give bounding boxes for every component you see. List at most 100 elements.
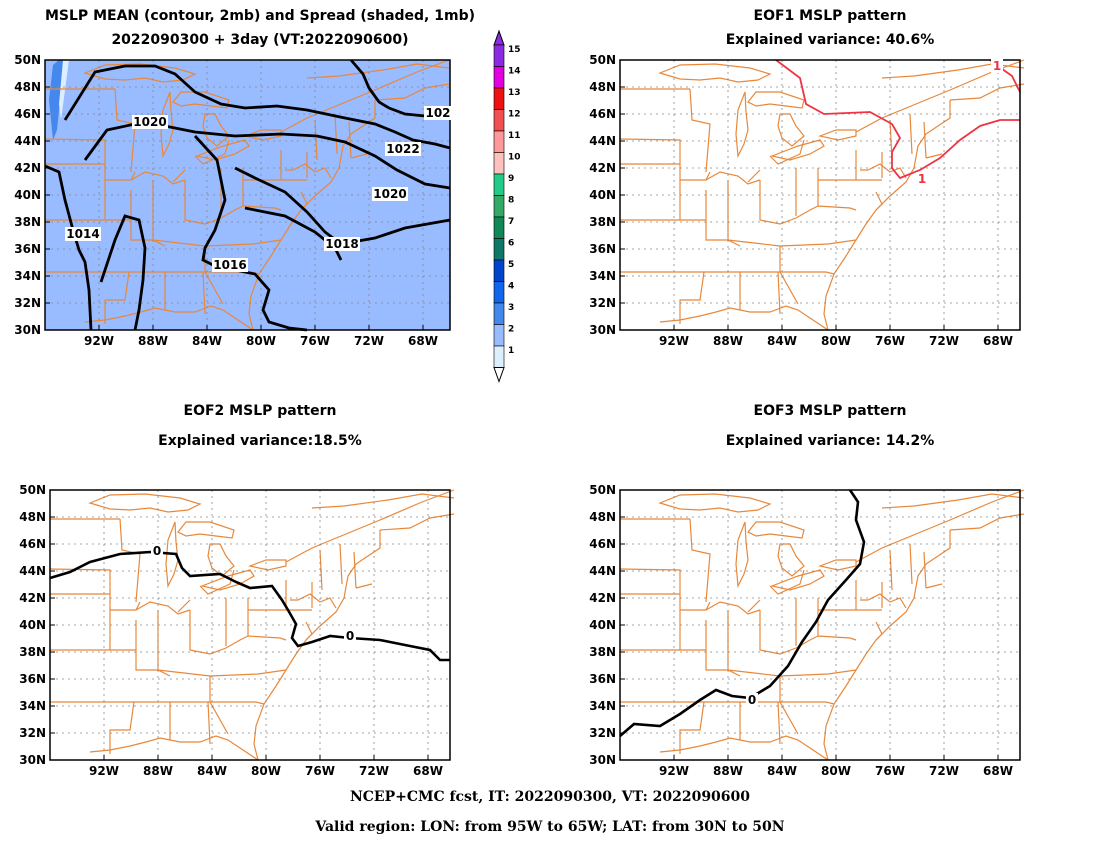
mean-lat-tick-label: 34N <box>14 269 41 283</box>
eof1-lat-tick-label: 36N <box>589 242 616 256</box>
eof1-gridlines <box>619 60 1020 330</box>
eof1-lon-tick-label: 76W <box>875 334 905 348</box>
colorbar-label: 9 <box>508 174 514 184</box>
mean-lon-tick-label: 88W <box>138 334 168 348</box>
colorbar-swatch <box>493 44 505 67</box>
colorbar-swatch <box>493 259 505 282</box>
footer-line2: Valid region: LON: from 95W to 65W; LAT:… <box>315 819 785 835</box>
colorbar-swatch <box>493 195 505 218</box>
mean-lat-tick-label: 36N <box>14 242 41 256</box>
svg-text:1: 1 <box>918 172 926 186</box>
eof1-panel-subtitle: Explained variance: 40.6% <box>725 32 935 48</box>
eof3-contour-label: 0 <box>746 693 758 707</box>
svg-text:0: 0 <box>153 544 161 558</box>
eof1-map-panel <box>619 59 1025 331</box>
eof1-lat-tick-label: 32N <box>589 296 616 310</box>
eof2-panel-subtitle: Explained variance:18.5% <box>158 433 362 449</box>
svg-text:0: 0 <box>748 693 756 707</box>
colorbar-label: 14 <box>508 67 521 77</box>
mean-panel-subtitle: 2022090300 + 3day (VT:2022090600) <box>111 32 409 48</box>
eof2-lon-tick-label: 92W <box>89 764 119 778</box>
colorbar-label: 8 <box>508 196 514 206</box>
colorbar-top-arrow <box>493 29 505 46</box>
eof2-lat-tick-label: 32N <box>19 726 46 740</box>
eof3-lat-tick-label: 36N <box>589 672 616 686</box>
mean-lon-tick-label: 72W <box>354 334 384 348</box>
eof3-lat-tick-label: 32N <box>589 726 616 740</box>
eof1-lat-tick-label: 40N <box>589 188 616 202</box>
eof3-lat-tick-label: 44N <box>589 564 616 578</box>
eof2-contour-label: 0 <box>151 544 163 558</box>
eof3-panel-title: EOF3 MSLP pattern <box>753 403 907 419</box>
mean-contour-label: 1016 <box>212 258 248 272</box>
mean-lat-tick-label: 46N <box>14 107 41 121</box>
eof1-lat-tick-label: 42N <box>589 161 616 175</box>
eof2-panel-title: EOF2 MSLP pattern <box>183 403 337 419</box>
eof1-lon-tick-label: 80W <box>821 334 851 348</box>
eof2-lat-tick-label: 50N <box>19 483 46 497</box>
colorbar-swatch <box>493 345 505 368</box>
mean-contour-label: 1020 <box>132 115 168 129</box>
eof1-lat-tick-label: 46N <box>589 107 616 121</box>
colorbar-swatch <box>493 130 505 153</box>
colorbar-bottom-arrow <box>493 367 505 383</box>
eof1-lat-tick-label: 34N <box>589 269 616 283</box>
eof2-lat-tick-label: 40N <box>19 618 46 632</box>
svg-text:1016: 1016 <box>213 258 246 272</box>
colorbar-swatch <box>493 238 505 261</box>
eof3-lon-tick-label: 72W <box>929 764 959 778</box>
mean-lat-tick-label: 42N <box>14 161 41 175</box>
eof1-lon-tick-label: 92W <box>659 334 689 348</box>
mean-lat-tick-label: 30N <box>14 323 41 337</box>
mean-contour-label: 102 <box>424 106 452 120</box>
eof2-lat-tick-label: 46N <box>19 537 46 551</box>
eof1-contours <box>775 59 1021 180</box>
eof3-lon-tick-label: 84W <box>767 764 797 778</box>
colorbar-label: 5 <box>508 260 514 270</box>
eof2-map-panel <box>49 489 455 761</box>
colorbar-swatch <box>493 216 505 239</box>
eof3-lon-tick-label: 92W <box>659 764 689 778</box>
eof3-lat-tick-label: 46N <box>589 537 616 551</box>
eof3-lat-tick-label: 34N <box>589 699 616 713</box>
svg-text:1022: 1022 <box>386 142 419 156</box>
eof2-lon-tick-label: 88W <box>143 764 173 778</box>
eof1-lat-tick-label: 30N <box>589 323 616 337</box>
mean-lon-tick-label: 76W <box>300 334 330 348</box>
colorbar-label: 12 <box>508 110 521 120</box>
colorbar-swatch <box>493 281 505 304</box>
eof3-lon-tick-label: 76W <box>875 764 905 778</box>
mean-lat-tick-label: 38N <box>14 215 41 229</box>
colorbar-label: 3 <box>508 303 514 313</box>
colorbar-swatch <box>493 109 505 132</box>
eof1-lat-tick-label: 50N <box>589 53 616 67</box>
mean-contour-label: 1022 <box>385 142 421 156</box>
colorbar-swatch <box>493 302 505 325</box>
colorbar-swatch <box>493 87 505 110</box>
eof1-panel-title: EOF1 MSLP pattern <box>753 8 907 24</box>
eof2-lon-tick-label: 68W <box>413 764 443 778</box>
mean-lat-tick-label: 44N <box>14 134 41 148</box>
svg-text:1020: 1020 <box>373 187 406 201</box>
eof2-contours <box>49 550 450 662</box>
colorbar-swatch <box>493 66 505 89</box>
svg-text:1014: 1014 <box>66 227 99 241</box>
mean-contour-label: 1018 <box>324 237 360 251</box>
eof3-lat-tick-label: 40N <box>589 618 616 632</box>
contour-labels: 1020 1022 1020 1014 1018 1016 102 1 1 0 0 0 <box>65 59 1003 707</box>
mean-lat-tick-label: 40N <box>14 188 41 202</box>
mean-lat-tick-label: 50N <box>14 53 41 67</box>
colorbar-label: 15 <box>508 45 521 55</box>
svg-text:1018: 1018 <box>325 237 358 251</box>
svg-text:0: 0 <box>346 629 354 643</box>
eof2-lat-tick-label: 34N <box>19 699 46 713</box>
eof3-contours <box>619 489 866 737</box>
eof3-lat-tick-label: 42N <box>589 591 616 605</box>
mean-lon-tick-label: 80W <box>246 334 276 348</box>
eof3-lat-tick-label: 50N <box>589 483 616 497</box>
footer-line1: NCEP+CMC fcst, IT: 2022090300, VT: 20220… <box>349 789 751 805</box>
svg-text:1: 1 <box>993 59 1001 73</box>
eof2-lon-tick-label: 72W <box>359 764 389 778</box>
svg-text:1020: 1020 <box>133 115 166 129</box>
